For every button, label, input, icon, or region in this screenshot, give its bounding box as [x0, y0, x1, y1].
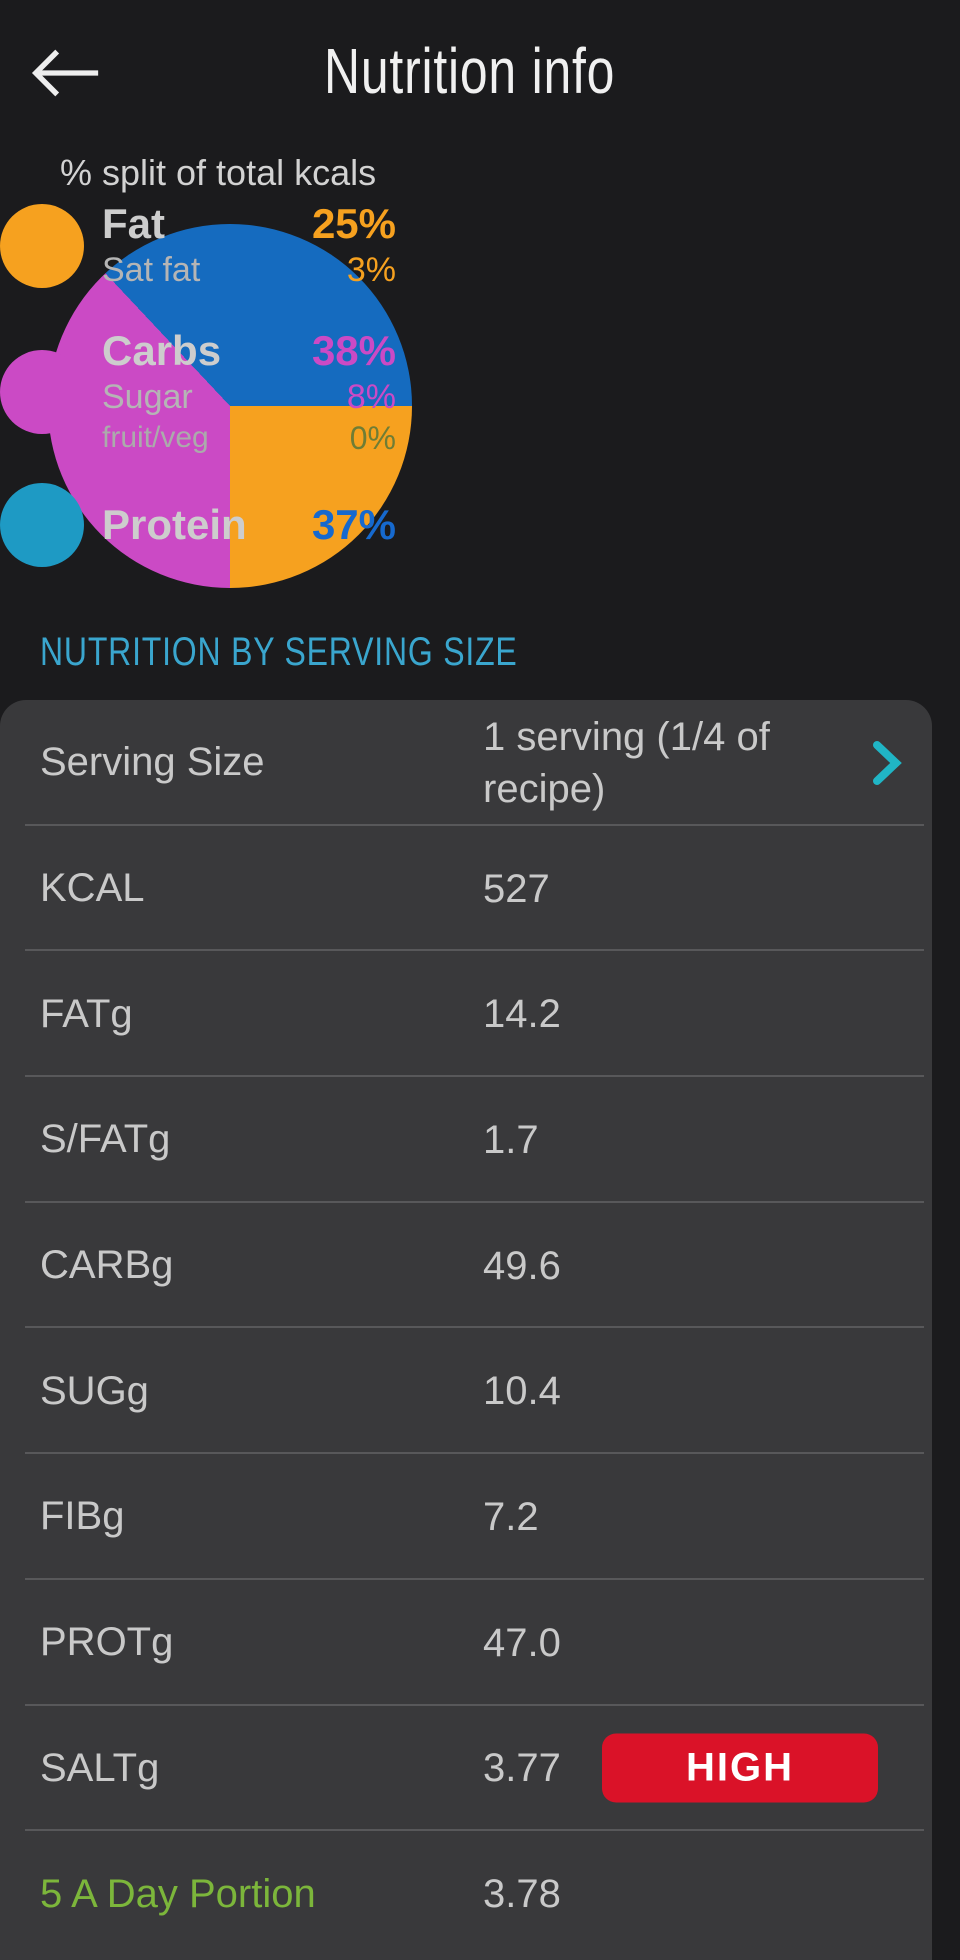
legend-row-fat: Fat Sat fat 25% 3% [0, 200, 396, 292]
row-label: FATg [40, 991, 133, 1036]
table-row-sugar: SUGg 10.4 [0, 1328, 932, 1454]
row-label: S/FATg [40, 1117, 171, 1162]
back-button[interactable] [20, 38, 110, 108]
row-value: 3.77 [483, 1746, 561, 1791]
page-title: Nutrition info [324, 35, 616, 107]
row-value: 527 [483, 866, 550, 911]
legend-value-satfat: 3% [346, 251, 396, 289]
table-row-kcal: KCAL 527 [0, 826, 932, 952]
legend-label-fat: Fat [102, 200, 165, 247]
row-value: 3.78 [483, 1872, 561, 1917]
legend-label-protein: Protein [102, 501, 247, 548]
row-value: 49.6 [483, 1243, 561, 1288]
legend-value-protein: 37% [311, 501, 396, 548]
table-row-carb: CARBg 49.6 [0, 1203, 932, 1329]
legend-row-protein: Protein 37% [0, 483, 396, 567]
row-label: KCAL [40, 866, 145, 911]
table-row-satfat: S/FATg 1.7 [0, 1077, 932, 1203]
row-label: SALTg [40, 1745, 160, 1790]
legend-value-carbs: 38% [311, 327, 396, 374]
legend-label-fruitveg: fruit/veg [102, 421, 209, 454]
table-row-5aday: 5 A Day Portion 3.78 [0, 1831, 932, 1957]
back-arrow-icon [31, 49, 99, 97]
legend-value-sugar: 8% [346, 378, 396, 416]
legend-value-fruitveg: 0% [349, 420, 396, 456]
app-header: Nutrition info [0, 0, 960, 150]
legend-label-sugar: Sugar [102, 378, 193, 416]
row-value: 1 serving (1/4 of recipe) [483, 714, 770, 811]
section-heading: NUTRITION BY SERVING SIZE [40, 630, 518, 674]
serving-size-row[interactable]: Serving Size 1 serving (1/4 of recipe) [0, 700, 932, 826]
row-value: 10.4 [483, 1369, 561, 1414]
row-value: 7.2 [483, 1494, 539, 1539]
chevron-right-icon [873, 740, 902, 785]
legend-label-satfat: Sat fat [102, 251, 201, 289]
pie-chart [48, 224, 412, 588]
high-status-badge: HIGH [602, 1733, 878, 1803]
nutrition-card: Serving Size 1 serving (1/4 of recipe) K… [0, 700, 932, 1960]
table-row-fat: FATg 14.2 [0, 951, 932, 1077]
carbs-swatch-icon [0, 350, 84, 434]
row-label: 5 A Day Portion [40, 1871, 316, 1916]
legend-value-fat: 25% [311, 200, 396, 247]
fat-swatch-icon [0, 204, 84, 288]
row-label: SUGg [40, 1368, 149, 1413]
row-label: CARBg [40, 1243, 174, 1288]
protein-swatch-icon [0, 483, 84, 567]
table-row-salt: SALTg 3.77 HIGH [0, 1706, 932, 1832]
legend-row-carbs: Carbs Sugar fruit/veg 38% 8% 0% [0, 327, 396, 457]
chart-title: % split of total kcals [60, 152, 377, 193]
legend-label-carbs: Carbs [102, 327, 222, 374]
row-value: 1.7 [483, 1117, 539, 1162]
table-row-protein: PROTg 47.0 [0, 1580, 932, 1706]
table-row-fibre: FIBg 7.2 [0, 1454, 932, 1580]
row-value: 47.0 [483, 1620, 561, 1665]
row-value: 14.2 [483, 992, 561, 1037]
row-label: FIBg [40, 1494, 125, 1539]
row-label: PROTg [40, 1620, 174, 1665]
row-label: Serving Size [40, 740, 265, 785]
